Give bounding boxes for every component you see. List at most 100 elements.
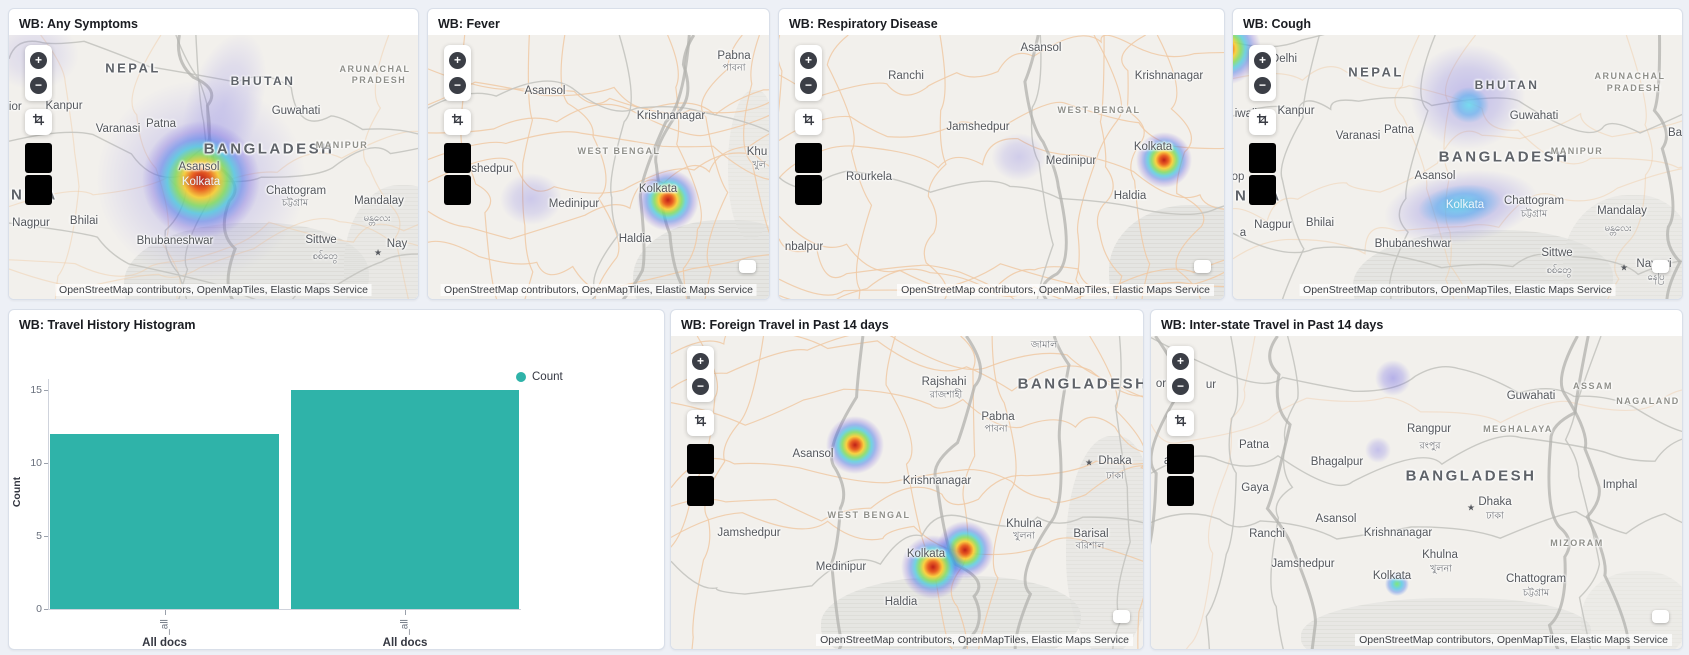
histogram-bar[interactable] xyxy=(50,433,279,609)
zoom-out-button[interactable]: − xyxy=(30,76,47,94)
panel-title[interactable]: WB: Travel History Histogram xyxy=(19,318,196,332)
map-label-city: Medinipur xyxy=(548,198,600,210)
tool-block-button[interactable] xyxy=(687,476,714,506)
map-label-city: Jamshedpur xyxy=(1271,558,1335,570)
panel-title[interactable]: WB: Cough xyxy=(1243,17,1312,31)
map-terrain xyxy=(779,35,1224,299)
map-label-city: Khulna xyxy=(1422,549,1458,561)
tool-block-button[interactable] xyxy=(1167,444,1194,474)
map-zoom-control: + − xyxy=(444,45,471,101)
map-label-city: Rangpur xyxy=(1406,423,1452,435)
tool-block-button[interactable] xyxy=(795,143,822,173)
zoom-in-button[interactable]: + xyxy=(30,52,47,70)
tool-block-button[interactable] xyxy=(1249,175,1276,205)
map-label-native: পাবনা xyxy=(722,62,746,74)
map-label-city: Kanpur xyxy=(1277,105,1315,117)
tool-block-button[interactable] xyxy=(795,175,822,205)
map-label-city: Khu xyxy=(746,146,768,158)
map-zoom-control: + − xyxy=(687,346,714,402)
zoom-in-button[interactable]: + xyxy=(800,52,817,70)
map-label-city: Pabna xyxy=(981,411,1015,423)
map-label-native: খুল xyxy=(752,159,766,171)
crop-tool-button[interactable] xyxy=(1174,414,1187,432)
map-canvas[interactable]: orurPatnaarBhagalpurGayaRangpurরংপুরGuwa… xyxy=(1151,336,1682,649)
tool-block-button[interactable] xyxy=(1167,476,1194,506)
map-label-city: op xyxy=(1233,171,1245,183)
crop-tool-card xyxy=(795,109,822,135)
y-tick-mark xyxy=(44,390,48,391)
panel-title[interactable]: WB: Any Symptoms xyxy=(19,17,138,31)
zoom-out-button[interactable]: − xyxy=(800,76,817,94)
map-label-city: Delhi xyxy=(1270,53,1298,65)
histogram-bar[interactable] xyxy=(291,390,519,609)
map-canvas[interactable]: Asansol Krishnanagar WEST BENGAL shedpur Med… xyxy=(428,35,769,299)
map-label-city: Dhaka xyxy=(1478,496,1512,508)
map-label-city: Jamshedpur xyxy=(717,527,781,539)
crop-tool-button[interactable] xyxy=(451,113,464,131)
panel-title[interactable]: WB: Respiratory Disease xyxy=(789,17,938,31)
y-tick-mark xyxy=(44,609,48,610)
map-corner-button[interactable] xyxy=(739,260,756,273)
zoom-out-button[interactable]: − xyxy=(692,377,709,395)
map-label-city: Patna xyxy=(1238,439,1270,451)
panel-interstate-travel: WB: Inter-state Travel in Past 14 days or… xyxy=(1150,309,1683,650)
y-axis-title: Count xyxy=(11,476,23,508)
zoom-out-button[interactable]: − xyxy=(1254,76,1271,94)
map-canvas[interactable]: DelhiNEPALBHUTANARUNACHALPRADESHAgiwalio… xyxy=(1233,35,1682,299)
y-axis-line xyxy=(48,379,49,609)
zoom-out-button[interactable]: − xyxy=(1172,377,1189,395)
map-label-city: Kolkata xyxy=(1372,570,1412,582)
map-label-city: Asansol xyxy=(524,85,566,97)
map-label-city: Haldia xyxy=(1113,190,1147,202)
map-label-city: Haldia xyxy=(884,596,918,608)
tool-block-button[interactable] xyxy=(25,175,52,205)
map-canvas[interactable]: জামাল Rajshahi রাজশাহী BANGLADESH Pabna পাবনা… xyxy=(671,336,1143,649)
tool-block-button[interactable] xyxy=(444,175,471,205)
tool-block-button[interactable] xyxy=(687,444,714,474)
zoom-in-button[interactable]: + xyxy=(1172,353,1189,371)
legend-swatch-count xyxy=(516,372,526,382)
map-attribution: OpenStreetMap contributors, OpenMapTiles… xyxy=(816,634,1133,646)
map-corner-button[interactable] xyxy=(1194,260,1211,273)
map-label-city: Asansol xyxy=(178,161,220,173)
panel-title[interactable]: WB: Fever xyxy=(438,17,500,31)
map-canvas[interactable]: Asansol Ranchi Krishnanagar WEST BENGAL Jams… xyxy=(779,35,1224,299)
x-axis-line xyxy=(48,609,521,610)
tool-block-button[interactable] xyxy=(444,143,471,173)
legend-item[interactable]: Count xyxy=(516,371,563,383)
zoom-in-button[interactable]: + xyxy=(449,52,466,70)
map-attribution: OpenStreetMap contributors, OpenMapTiles… xyxy=(1355,634,1672,646)
crop-tool-button[interactable] xyxy=(802,113,815,131)
map-label-region: MEGHALAYA xyxy=(1483,424,1553,434)
map-corner-button[interactable] xyxy=(1113,610,1130,623)
map-label-city: Pabna xyxy=(717,50,751,62)
zoom-in-button[interactable]: + xyxy=(1254,52,1271,70)
tool-block-button[interactable] xyxy=(1249,143,1276,173)
map-label-city: Rajshahi xyxy=(921,376,967,388)
map-label-region: NAGALAND xyxy=(1616,396,1680,406)
zoom-in-button[interactable]: + xyxy=(692,353,709,371)
map-corner-button[interactable] xyxy=(1652,610,1669,623)
map-label-city: Asansol xyxy=(1315,513,1357,525)
map-label-city: Patna xyxy=(1383,124,1415,136)
zoom-out-button[interactable]: − xyxy=(449,76,466,94)
map-label-city-light: Kolkata xyxy=(1445,199,1485,211)
map-label-city: Barisal xyxy=(1073,528,1109,540)
panel-title[interactable]: WB: Foreign Travel in Past 14 days xyxy=(681,318,889,332)
crop-tool-button[interactable] xyxy=(1256,113,1269,131)
map-label-country: BHUTAN xyxy=(230,74,296,88)
map-label-region: MANIPUR xyxy=(315,140,369,150)
map-label-city: Chattogram xyxy=(265,185,327,197)
panel-cough: WB: Cough Delhi NEPAL BHUTAN ARUNACHAL PRADES… xyxy=(1232,8,1683,300)
crop-tool-button[interactable] xyxy=(694,414,707,432)
category-label: All docs xyxy=(382,637,428,649)
map-label-native: চট্টগ্রাম xyxy=(281,197,309,209)
tool-block-button[interactable] xyxy=(25,143,52,173)
panel-title[interactable]: WB: Inter-state Travel in Past 14 days xyxy=(1161,318,1384,332)
map-corner-button[interactable] xyxy=(1652,260,1669,273)
map-label-country: NEPAL xyxy=(1348,64,1404,80)
crop-tool-button[interactable] xyxy=(32,113,45,131)
map-label-region: ARUNACHAL xyxy=(339,64,411,74)
